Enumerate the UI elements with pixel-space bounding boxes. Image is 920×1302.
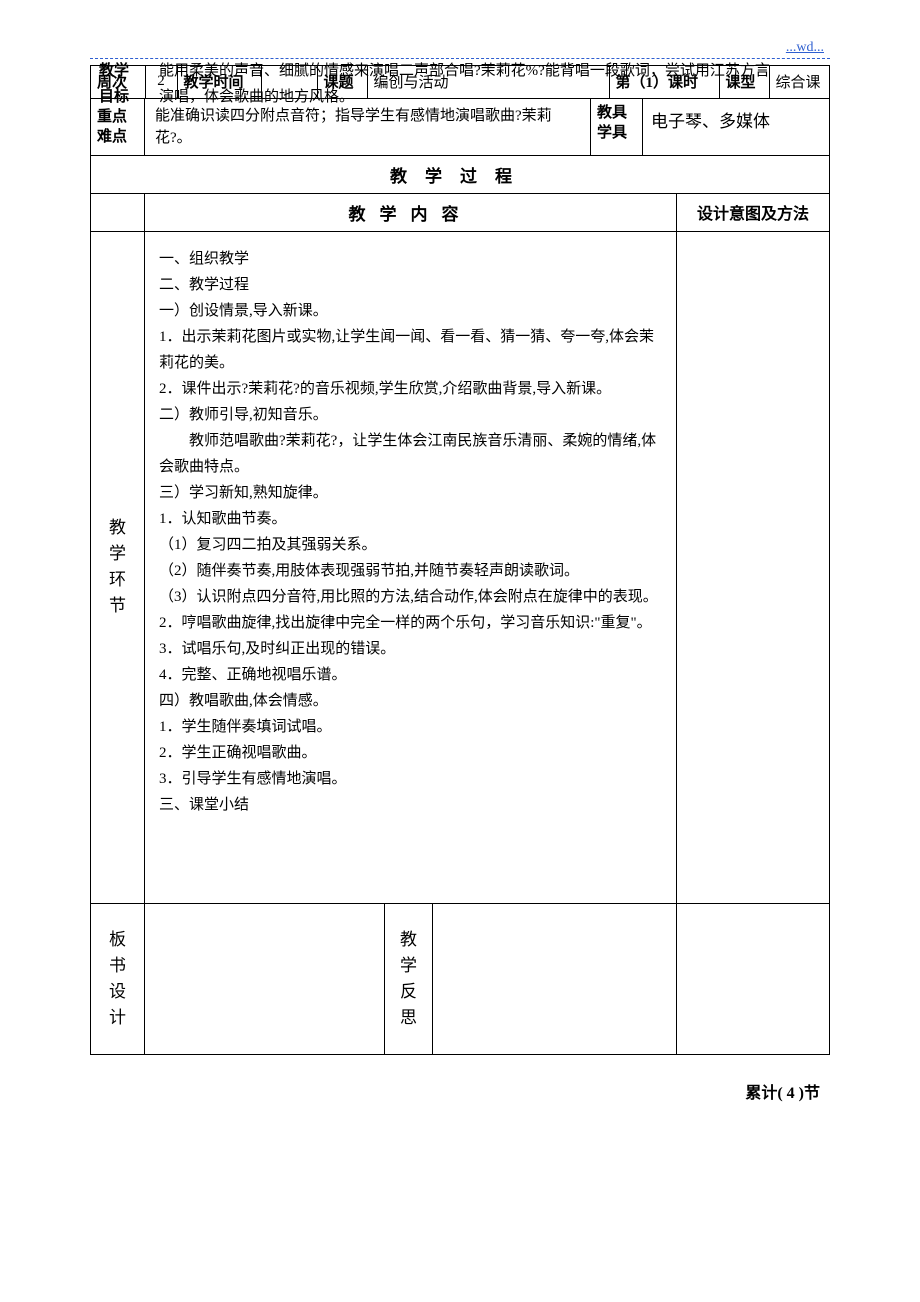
goal-text-1: 能用柔美的声音、细腻的情感来演唱二声部合唱?茉莉花%?能背唱一段歌词，尝试用江苏…: [145, 59, 829, 80]
goal-overlay: 教学 能用柔美的声音、细腻的情感来演唱二声部合唱?茉莉花%?能背唱一段歌词，尝试…: [91, 56, 829, 108]
stage-label-cell: 教学环节: [91, 232, 145, 903]
content-line: 1．认知歌曲节奏。: [159, 506, 662, 532]
content-line: 一）创设情景,导入新课。: [159, 298, 662, 324]
content-line: 2．课件出示?茉莉花?的音乐视频,学生欣赏,介绍歌曲背景,导入新课。: [159, 376, 662, 402]
board-label-cell: 板书设计: [91, 904, 145, 1054]
board-content: [145, 904, 385, 1054]
content-line: 四）教唱歌曲,体会情感。: [159, 688, 662, 714]
content-line: （1）复习四二拍及其强弱关系。: [159, 532, 662, 558]
footer-count: 累计( 4 )节: [90, 1079, 830, 1103]
content-line: 2．学生正确视唱歌曲。: [159, 740, 662, 766]
goal-label-2: 目标: [91, 85, 145, 106]
content-line: 1．学生随伴奏填词试唱。: [159, 714, 662, 740]
bottom-right-cell: [677, 904, 829, 1054]
reflect-label: 教学反思: [400, 927, 417, 1031]
content-line: 2．哼唱歌曲旋律,找出旋律中完全一样的两个乐句，学习音乐知识:"重复"。: [159, 610, 662, 636]
content-line: （3）认识附点四分音符,用比照的方法,结合动作,体会附点在旋律中的表现。: [159, 584, 662, 610]
stage-label: 教学环节: [109, 515, 126, 619]
content-line: 3．试唱乐句,及时纠正出现的错误。: [159, 636, 662, 662]
content-line: 二、教学过程: [159, 272, 662, 298]
content-line: 教师范唱歌曲?茉莉花?，让学生体会江南民族音乐清丽、柔婉的情绪,体会歌曲特点。: [159, 428, 662, 480]
design-body: [677, 232, 829, 903]
reflect-label-cell: 教学反思: [385, 904, 433, 1054]
content-line: 一、组织教学: [159, 246, 662, 272]
design-title: 设计意图及方法: [677, 194, 829, 231]
tool-label-2: 学具: [597, 123, 636, 143]
goal-text-2: 演唱，体会歌曲的地方风格。: [145, 85, 829, 106]
content-body: 一、组织教学二、教学过程一）创设情景,导入新课。1．出示茉莉花图片或实物,让学生…: [145, 232, 677, 903]
key-label-1: 重点: [97, 107, 138, 127]
main-content-row: 教学环节 一、组织教学二、教学过程一）创设情景,导入新课。1．出示茉莉花图片或实…: [91, 232, 829, 904]
content-line: 二）教师引导,初知音乐。: [159, 402, 662, 428]
key-label-2: 难点: [97, 127, 138, 147]
content-line: （2）随伴奏节奏,用肢体表现强弱节拍,并随节奏轻声朗读歌词。: [159, 558, 662, 584]
content-header-spacer: [91, 194, 145, 231]
content-title: 教学内容: [145, 194, 677, 231]
content-line: 1．出示茉莉花图片或实物,让学生闻一闻、看一看、猜一猜、夸一夸,体会茉莉花的美。: [159, 324, 662, 376]
reflect-content: [433, 904, 677, 1054]
content-line: 三、课堂小结: [159, 792, 662, 818]
lesson-plan-table: 教学 能用柔美的声音、细腻的情感来演唱二声部合唱?茉莉花%?能背唱一段歌词，尝试…: [90, 65, 830, 1055]
process-title: 教学过程: [91, 156, 829, 194]
goal-label-1: 教学: [91, 59, 145, 80]
board-label: 板书设计: [109, 927, 126, 1031]
bottom-row: 板书设计 教学反思: [91, 904, 829, 1054]
page-header-link: ...wd...: [90, 40, 830, 56]
content-header-row: 教学内容 设计意图及方法: [91, 194, 829, 232]
content-line: 3．引导学生有感情地演唱。: [159, 766, 662, 792]
content-line: 三）学习新知,熟知旋律。: [159, 480, 662, 506]
content-line: 4．完整、正确地视唱乐谱。: [159, 662, 662, 688]
